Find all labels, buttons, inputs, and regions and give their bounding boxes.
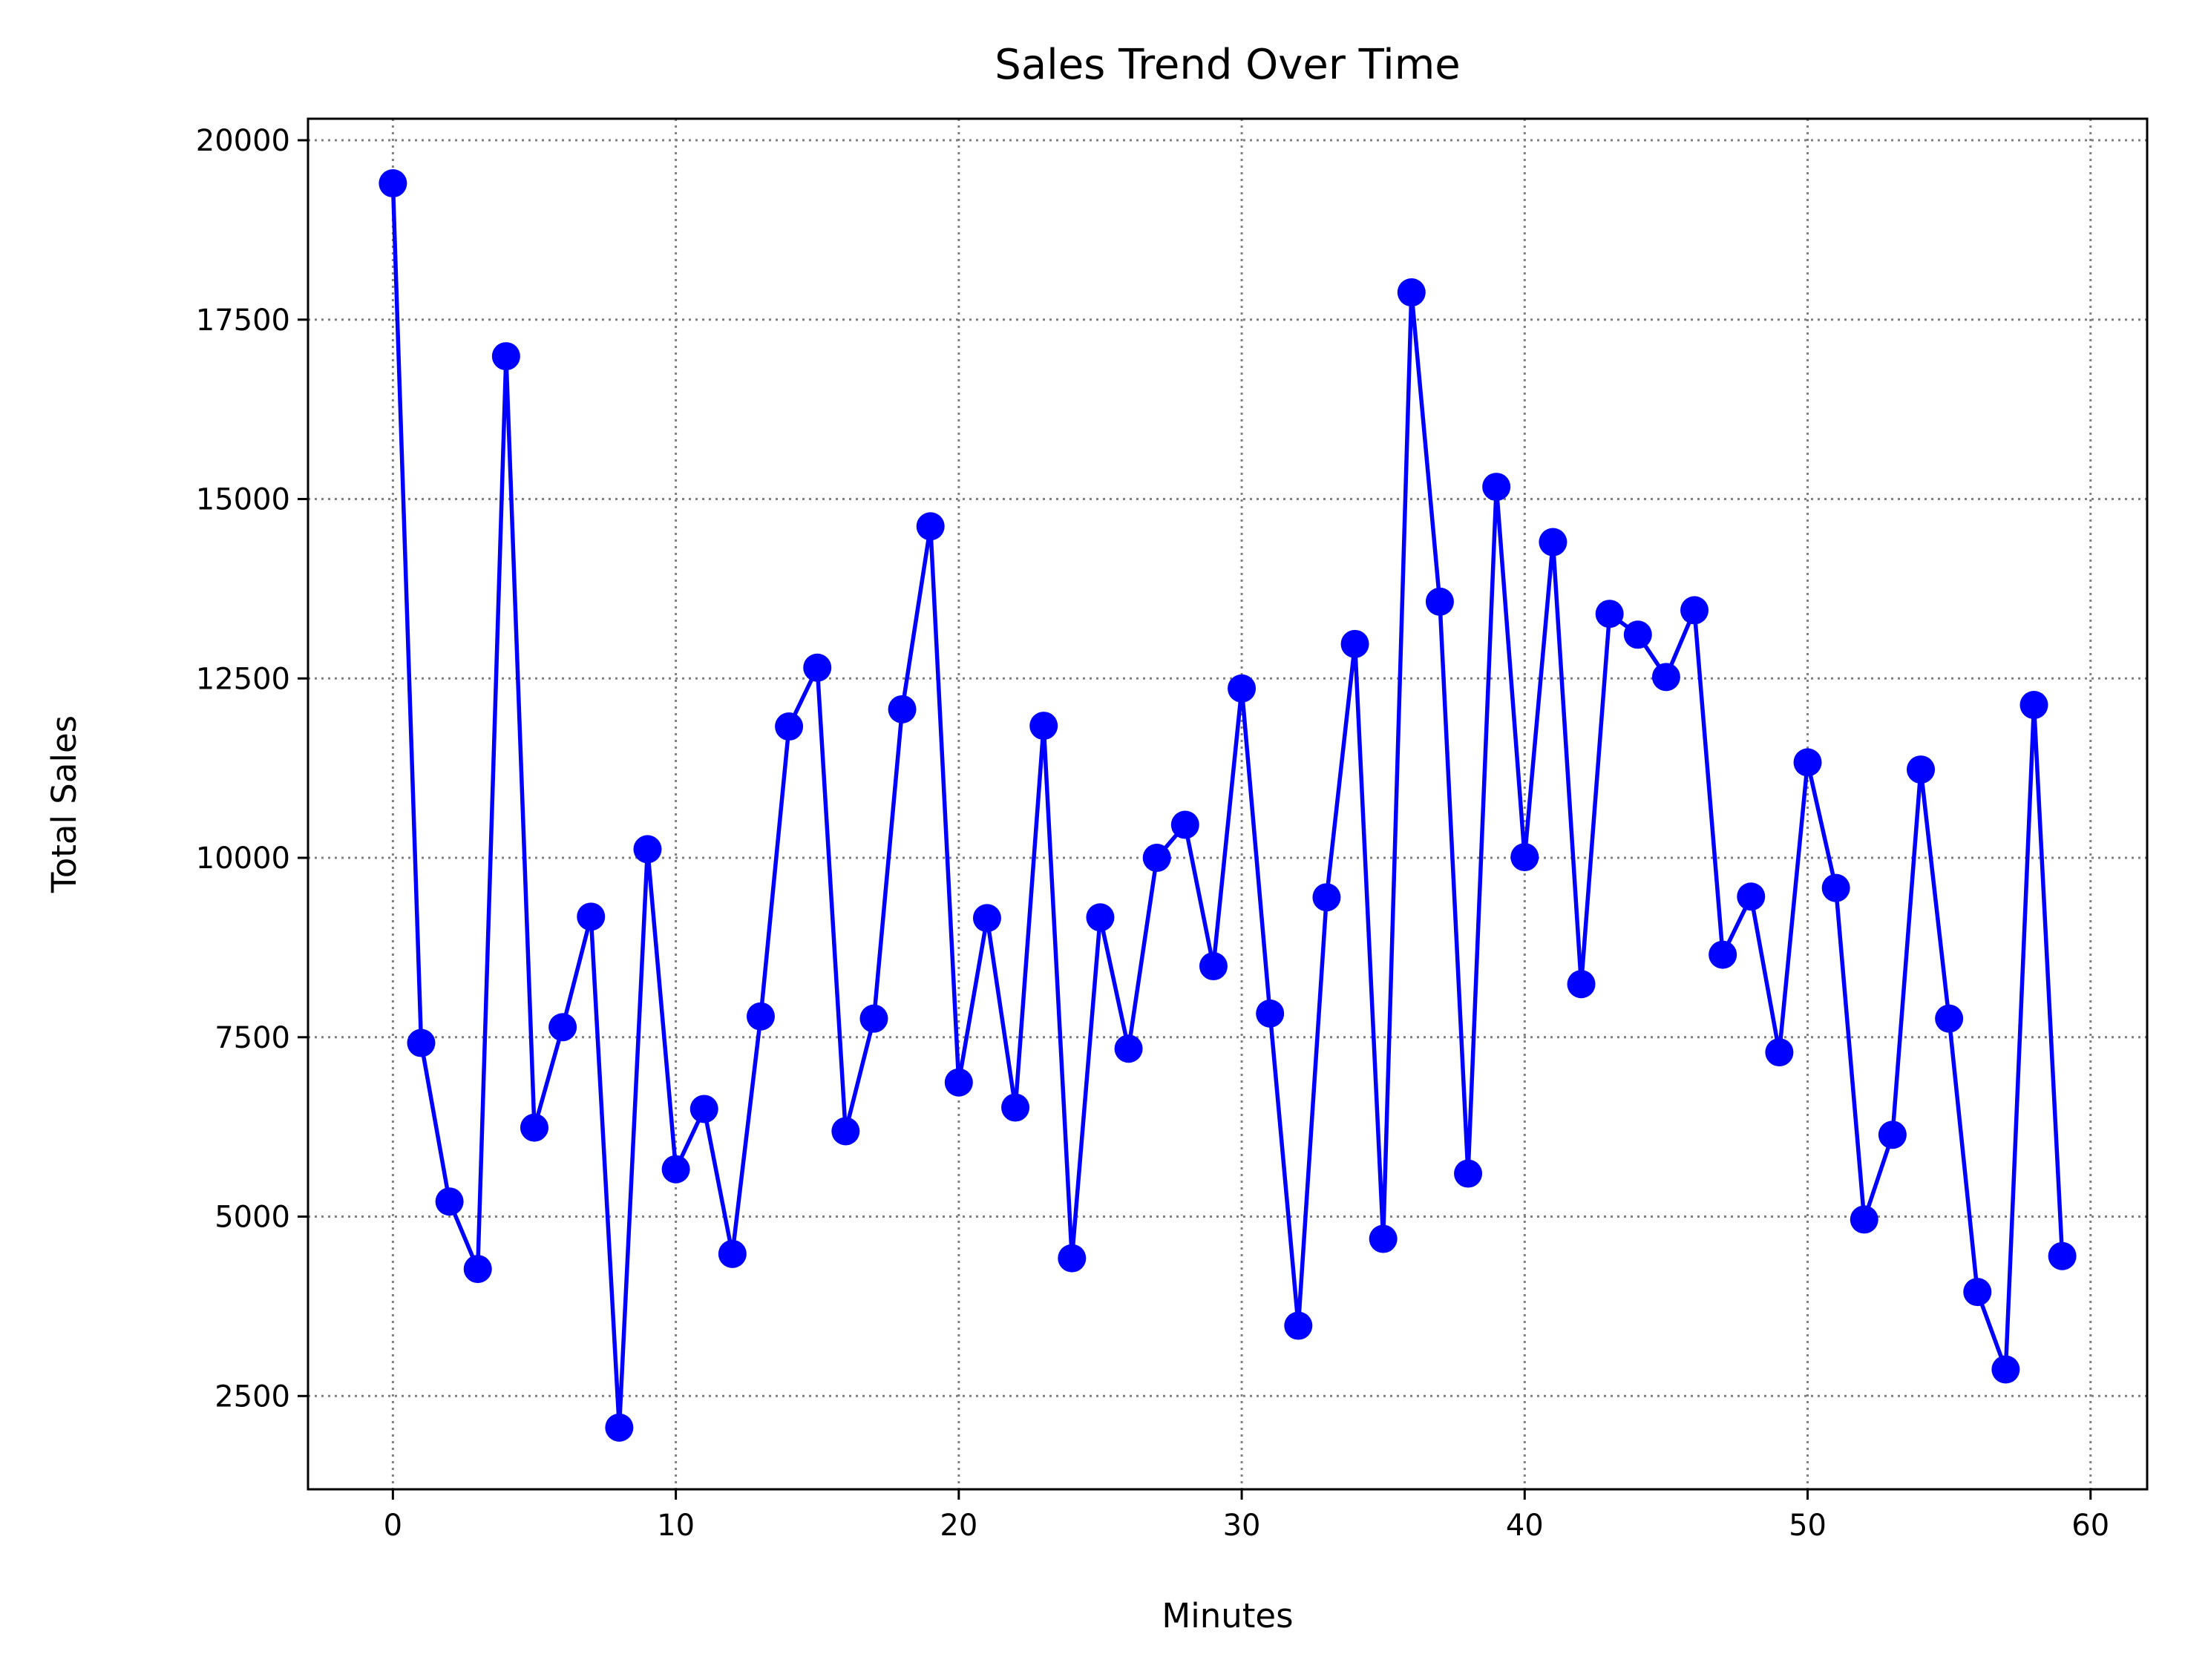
plot-frame [307, 117, 2149, 1491]
y-tick-label: 10000 [196, 841, 290, 876]
data-point [605, 1413, 634, 1442]
data-point [1397, 278, 1426, 307]
data-point [1850, 1205, 1878, 1234]
data-point [1284, 1311, 1313, 1340]
data-point [1312, 883, 1341, 912]
data-point [2019, 691, 2048, 720]
data-point [1510, 843, 1539, 872]
data-point [1595, 600, 1624, 629]
data-point [435, 1187, 464, 1216]
y-tick-label: 12500 [196, 662, 290, 696]
x-tick-label: 60 [2071, 1509, 2109, 1543]
y-tick-label: 15000 [196, 483, 290, 517]
data-point [1228, 674, 1257, 703]
x-tick-label: 40 [1506, 1509, 1544, 1543]
data-point [746, 1002, 775, 1031]
data-point [1878, 1120, 1907, 1149]
y-axis-label: Total Sales [45, 715, 84, 893]
data-point [718, 1239, 747, 1268]
data-point [661, 1155, 690, 1184]
data-point [1651, 663, 1680, 692]
x-tick-label: 30 [1223, 1509, 1261, 1543]
axis-ticks: 0 10 20 30 40 50 60 2500 5000 7500 10000 12500 15000… [196, 124, 2109, 1543]
data-point [1991, 1355, 2020, 1384]
data-point [1623, 620, 1652, 649]
data-point [944, 1068, 973, 1097]
x-tick-label: 0 [384, 1509, 402, 1543]
data-point [1029, 712, 1058, 741]
data-point [1199, 952, 1228, 981]
grid-lines [308, 119, 2147, 1489]
data-point [1340, 629, 1369, 658]
y-tick-label: 17500 [196, 303, 290, 338]
data-point [633, 835, 662, 864]
data-point [803, 653, 832, 682]
data-point [491, 342, 520, 371]
data-point [972, 904, 1001, 933]
data-point [407, 1028, 436, 1057]
data-point [1935, 1004, 1964, 1033]
data-point [1256, 999, 1285, 1028]
data-point [1058, 1244, 1087, 1273]
data-point [1425, 587, 1454, 616]
data-point [1482, 473, 1511, 502]
data-point [1170, 810, 1199, 839]
data-point [463, 1255, 492, 1284]
sales-series [379, 169, 2077, 1442]
data-point [1539, 528, 1568, 557]
data-point [1793, 748, 1822, 777]
sales-line [390, 183, 2065, 1430]
data-point [1709, 940, 1737, 969]
chart-title: Sales Trend Over Time [995, 41, 1460, 89]
data-point [1680, 596, 1709, 625]
data-point [1963, 1278, 1992, 1307]
data-point [2048, 1241, 2077, 1270]
data-point [689, 1095, 718, 1123]
x-tick-label: 20 [940, 1509, 977, 1543]
data-point [888, 695, 917, 723]
x-tick-label: 50 [1789, 1509, 1827, 1543]
data-point [1821, 873, 1850, 902]
y-tick-label: 20000 [196, 124, 290, 158]
data-point [1765, 1038, 1794, 1067]
data-point [548, 1013, 577, 1042]
data-point [859, 1004, 888, 1033]
data-point [1907, 755, 1936, 784]
y-tick-label: 5000 [214, 1201, 290, 1235]
data-point [831, 1117, 860, 1146]
data-point [1737, 882, 1766, 911]
data-point [1369, 1224, 1398, 1253]
data-point [1001, 1093, 1030, 1122]
data-point [916, 512, 945, 541]
data-point [775, 712, 804, 741]
data-point [1086, 903, 1115, 932]
y-tick-label: 7500 [214, 1021, 290, 1055]
data-point [1567, 970, 1596, 999]
data-point [379, 169, 407, 198]
data-point [520, 1113, 548, 1142]
y-tick-label: 2500 [214, 1379, 290, 1414]
data-point [1454, 1159, 1483, 1188]
x-axis-label: Minutes [1162, 1596, 1293, 1635]
data-point [577, 902, 606, 931]
data-point [1142, 844, 1171, 873]
data-point [1114, 1034, 1143, 1063]
x-tick-label: 10 [657, 1509, 695, 1543]
